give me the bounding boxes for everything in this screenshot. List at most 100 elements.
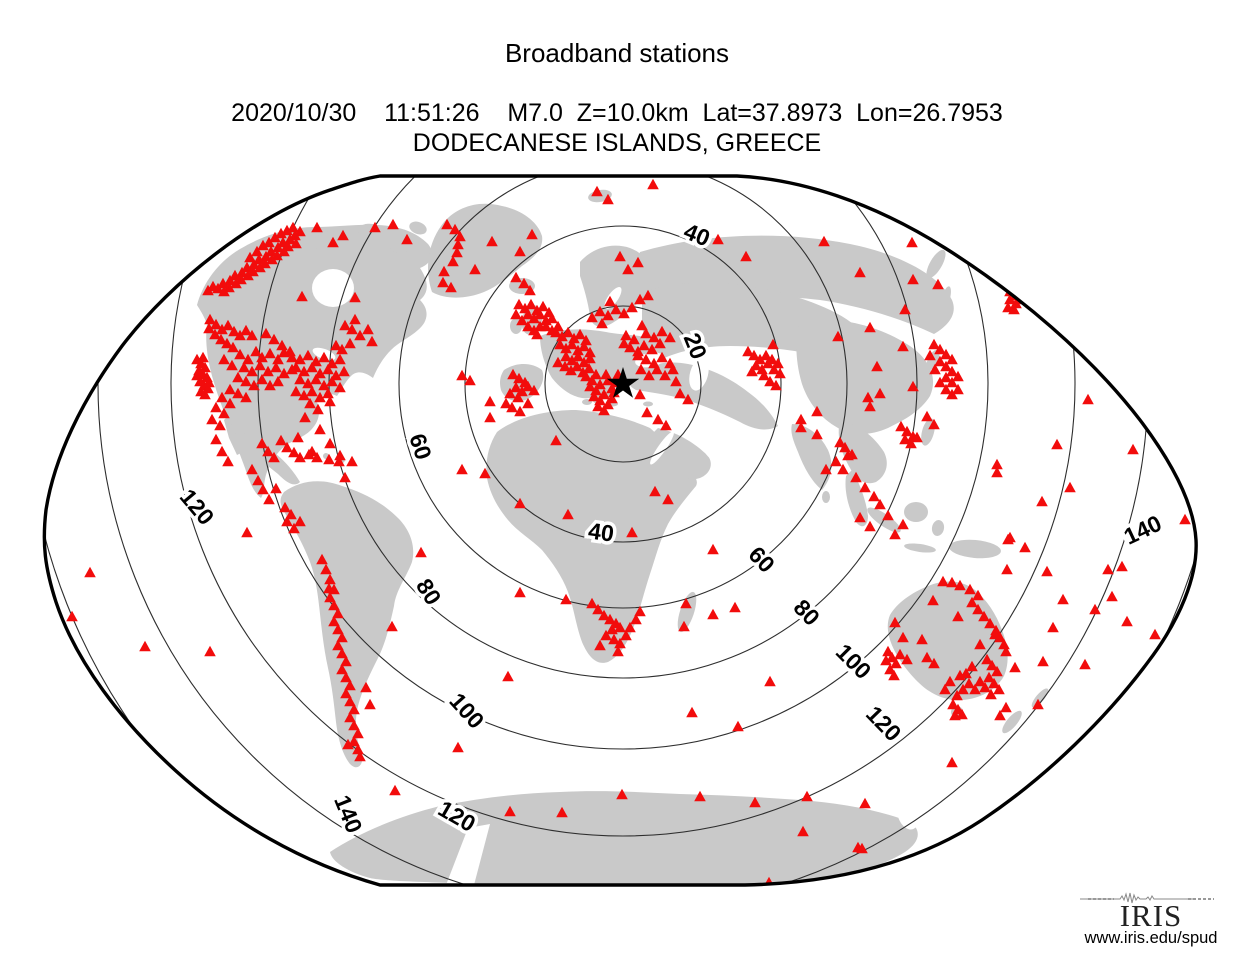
station-marker: [84, 566, 96, 578]
station-marker: [594, 639, 606, 651]
station-marker: [694, 790, 706, 802]
sea: [650, 431, 674, 465]
station-marker: [916, 633, 928, 645]
station-marker: [762, 357, 774, 369]
station-marker: [670, 375, 682, 387]
station-marker: [985, 688, 997, 700]
station-marker: [262, 365, 274, 377]
station-marker: [281, 224, 293, 236]
station-marker: [256, 373, 268, 385]
station-marker: [1041, 297, 1053, 309]
station-marker: [342, 738, 354, 750]
station-marker: [588, 390, 600, 402]
station-marker: [281, 515, 293, 527]
station-marker: [614, 621, 626, 633]
station-marker: [1000, 261, 1012, 273]
station-marker: [634, 605, 646, 617]
station-marker: [994, 257, 1006, 269]
station-marker: [281, 441, 293, 453]
station-marker: [344, 711, 356, 723]
station-marker: [348, 735, 360, 747]
station-marker: [979, 681, 991, 693]
station-marker: [203, 376, 215, 388]
station-marker: [614, 637, 626, 649]
station-marker: [811, 428, 823, 440]
station-marker: [604, 613, 616, 625]
station-marker: [556, 330, 568, 342]
station-marker: [646, 343, 658, 355]
station-marker: [937, 575, 949, 587]
station-marker: [218, 353, 230, 365]
station-marker: [758, 369, 770, 381]
station-marker: [246, 463, 258, 475]
station-marker: [506, 401, 518, 413]
station-marker: [265, 245, 277, 257]
station-marker: [415, 546, 427, 558]
station-marker: [339, 319, 351, 331]
station-marker: [928, 418, 940, 430]
station-marker: [830, 455, 842, 467]
station-marker: [437, 276, 449, 288]
station-marker: [324, 591, 336, 603]
station-marker: [1036, 293, 1048, 305]
station-marker: [976, 245, 988, 257]
station-marker: [275, 434, 287, 446]
station-marker: [662, 493, 674, 505]
station-marker: [598, 388, 610, 400]
station-marker: [528, 312, 540, 324]
station-marker: [227, 341, 239, 353]
station-marker: [248, 379, 260, 391]
station-marker: [1000, 701, 1012, 713]
station-marker: [970, 249, 982, 261]
station-marker: [306, 361, 318, 373]
station-marker: [222, 455, 234, 467]
station-marker: [311, 221, 323, 233]
station-marker: [312, 403, 324, 415]
station-marker: [1116, 560, 1128, 572]
station-marker: [522, 308, 534, 320]
station-marker: [895, 420, 907, 432]
station-marker: [272, 241, 284, 253]
station-marker: [928, 657, 940, 669]
station-marker: [652, 413, 664, 425]
station-marker: [516, 385, 528, 397]
station-marker: [578, 340, 590, 352]
station-marker: [656, 325, 668, 337]
station-marker: [250, 345, 262, 357]
station-marker: [614, 250, 626, 262]
station-marker: [964, 237, 976, 249]
station-marker: [513, 298, 525, 310]
figure-title: Broadband stations: [504, 38, 730, 68]
station-marker: [1154, 418, 1166, 430]
station-marker: [330, 339, 342, 351]
station-marker: [328, 615, 340, 627]
station-marker: [337, 229, 349, 241]
station-marker: [387, 218, 399, 230]
station-marker: [988, 253, 1000, 265]
station-marker: [897, 340, 909, 352]
station-marker: [678, 620, 690, 632]
station-marker: [899, 433, 911, 445]
station-marker: [972, 589, 984, 601]
station-marker: [934, 343, 946, 355]
station-marker: [224, 397, 236, 409]
station-marker: [897, 631, 909, 643]
station-marker: [324, 395, 336, 407]
station-marker: [232, 387, 244, 399]
station-marker: [328, 599, 340, 611]
ring-label-80: 80: [411, 574, 447, 609]
iris-url: www.iris.edu/spud: [1084, 929, 1218, 947]
station-marker: [294, 451, 306, 463]
station-marker: [600, 629, 612, 641]
station-marker: [797, 825, 809, 837]
station-marker: [206, 413, 218, 425]
station-marker: [513, 372, 525, 384]
station-marker: [330, 369, 342, 381]
station-marker: [991, 466, 1003, 478]
sea: [704, 447, 724, 463]
station-marker: [566, 354, 578, 366]
station-marker: [210, 433, 222, 445]
station-marker: [981, 653, 993, 665]
station-marker: [278, 245, 290, 257]
station-marker: [240, 375, 252, 387]
